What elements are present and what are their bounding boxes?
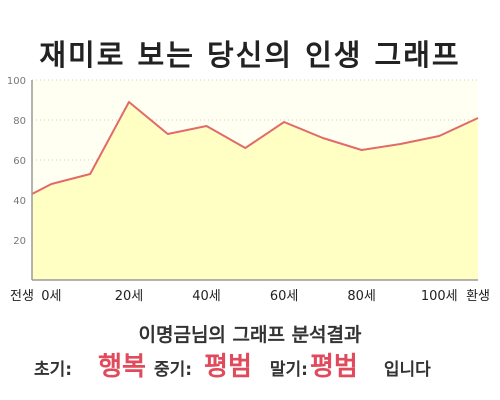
- y-tick-label: 100: [7, 76, 26, 87]
- page-title: 재미로 보는 당신의 인생 그래프: [39, 38, 461, 72]
- result-suffix: 입니다: [383, 360, 431, 380]
- mid-value: 평범: [204, 352, 252, 382]
- early-value: 행복: [98, 352, 146, 382]
- axis-layer: [31, 80, 478, 281]
- x-tick-label: 전생: [10, 289, 34, 304]
- x-tick-label: 60세: [270, 289, 299, 304]
- y-tick-label: 60: [13, 156, 26, 167]
- x-tick-label: 환생: [466, 289, 490, 304]
- mid-label: 중기:: [153, 360, 193, 380]
- area-fill: [32, 102, 478, 280]
- y-tick-label: 80: [13, 116, 26, 127]
- x-tick-label: 100세: [421, 289, 458, 304]
- late-value: 평범: [309, 352, 358, 382]
- x-tick-label: 40세: [192, 289, 221, 304]
- x-tick-label: 80세: [347, 289, 376, 304]
- area-layer: [31, 101, 479, 280]
- early-label: 초기:: [34, 360, 73, 380]
- x-tick-label: 0세: [41, 289, 61, 304]
- y-tick-labels: 20 40 60 80 100: [7, 76, 26, 247]
- late-label: 말기:: [269, 360, 308, 380]
- analysis-subtitle: 이명금님의 그래프 분석결과: [138, 324, 362, 346]
- x-tick-label: 20세: [115, 289, 144, 304]
- analysis-result: 초기: 행복 중기: 평범 말기: 평범 입니다: [0, 346, 500, 383]
- y-tick-label: 20: [13, 236, 26, 247]
- y-tick-label: 40: [13, 196, 26, 207]
- x-tick-labels: 전생 0세 20세 40세 60세 80세 100세 환생: [10, 289, 490, 304]
